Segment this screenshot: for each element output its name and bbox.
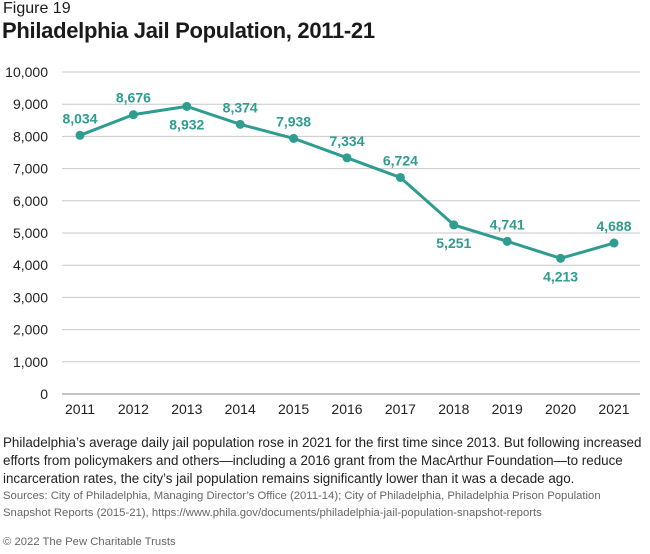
data-label: 8,034 bbox=[62, 110, 97, 126]
data-point bbox=[289, 133, 299, 143]
x-tick-label: 2016 bbox=[331, 401, 362, 417]
data-label: 5,251 bbox=[436, 235, 471, 251]
y-tick-label: 3,000 bbox=[13, 289, 48, 305]
x-tick-label: 2011 bbox=[65, 401, 95, 417]
caption: Philadelphia’s average daily jail popula… bbox=[3, 435, 642, 486]
x-tick-label: 2020 bbox=[545, 401, 576, 417]
data-point bbox=[449, 220, 459, 230]
x-tick-label: 2018 bbox=[438, 401, 469, 417]
x-tick-label: 2015 bbox=[278, 401, 309, 417]
sources: Sources: City of Philadelphia, Managing … bbox=[3, 490, 601, 519]
data-label: 7,938 bbox=[276, 113, 311, 129]
x-tick-label: 2012 bbox=[118, 401, 149, 417]
copyright: © 2022 The Pew Charitable Trusts bbox=[3, 536, 176, 548]
data-point bbox=[128, 110, 138, 120]
y-tick-label: 7,000 bbox=[13, 161, 48, 177]
series-line bbox=[79, 104, 615, 260]
data-point bbox=[395, 172, 405, 182]
x-tick-label: 2014 bbox=[225, 401, 256, 417]
line-chart: 0 1,000 2,000 3,000 4,000 5,000 6,000 7,000 8,00… bbox=[5, 64, 640, 417]
y-tick-label: 5,000 bbox=[13, 225, 48, 241]
y-tick-label: 6,000 bbox=[13, 193, 48, 209]
y-tick-label: 4,000 bbox=[13, 257, 48, 273]
x-tick-label: 2013 bbox=[171, 401, 202, 417]
data-label: 7,334 bbox=[329, 133, 364, 149]
y-tick-label: 10,000 bbox=[5, 64, 48, 80]
figure-label: Figure 19 bbox=[3, 0, 71, 17]
data-label: 4,213 bbox=[543, 268, 578, 284]
y-tick-label: 2,000 bbox=[13, 322, 48, 338]
x-tick-label: 2019 bbox=[492, 401, 523, 417]
chart-title: Philadelphia Jail Population, 2011-21 bbox=[2, 18, 375, 43]
data-point bbox=[556, 253, 566, 263]
y-tick-label: 0 bbox=[40, 386, 48, 402]
data-label: 6,724 bbox=[383, 152, 418, 168]
data-label: 4,688 bbox=[596, 218, 631, 234]
y-tick-label: 9,000 bbox=[13, 96, 48, 112]
x-tick-label: 2017 bbox=[385, 401, 416, 417]
data-point bbox=[502, 236, 512, 246]
data-label: 4,741 bbox=[490, 216, 525, 232]
data-label: 8,676 bbox=[116, 90, 151, 106]
data-point bbox=[342, 153, 352, 163]
data-point bbox=[235, 119, 245, 129]
y-tick-label: 8,000 bbox=[13, 128, 48, 144]
data-label: 8,932 bbox=[169, 116, 204, 132]
data-label: 8,374 bbox=[223, 99, 258, 115]
data-point bbox=[609, 238, 619, 248]
x-tick-label: 2021 bbox=[598, 401, 629, 417]
y-tick-label: 1,000 bbox=[13, 354, 48, 370]
data-point bbox=[182, 101, 192, 111]
data-point bbox=[75, 130, 85, 140]
